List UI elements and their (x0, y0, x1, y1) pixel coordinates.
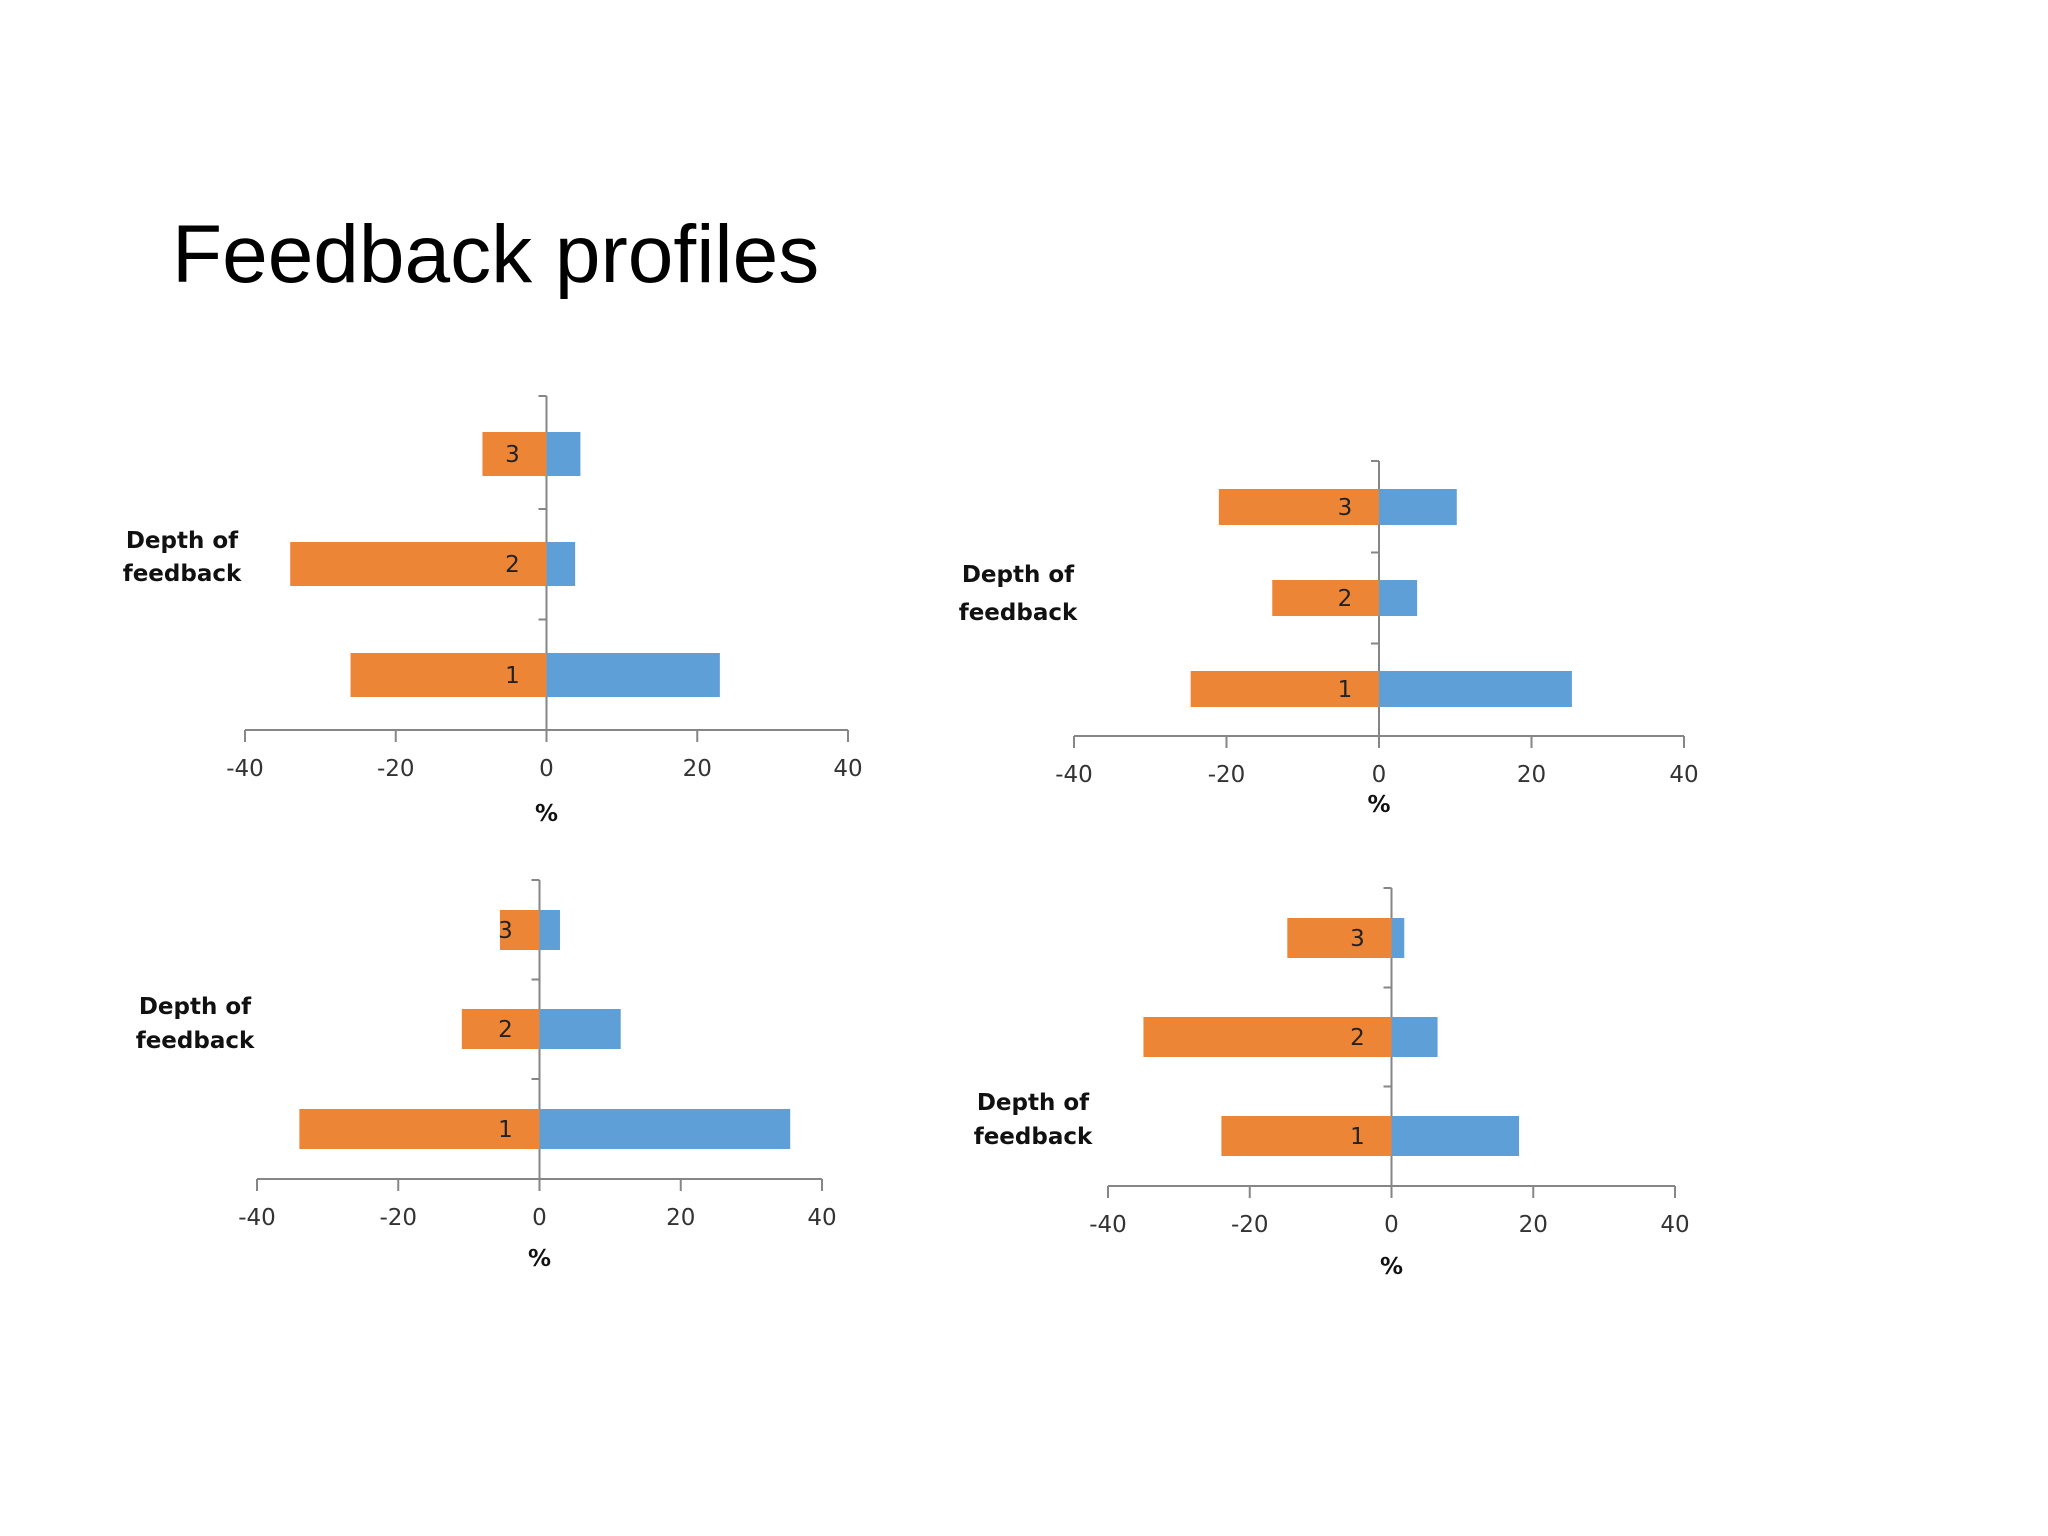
y-axis-title: Depth of feedback (959, 562, 1078, 626)
bar-positive (1391, 1116, 1520, 1156)
category-label: 3 (1350, 926, 1365, 952)
x-tick-label: 0 (1384, 1212, 1399, 1238)
x-tick-label: 40 (807, 1205, 836, 1231)
bar-positive (539, 910, 560, 950)
y-axis-title: Depth of feedback (974, 1090, 1093, 1150)
category-label: 2 (505, 552, 520, 578)
bar-negative (1287, 918, 1392, 958)
x-tick-label: -20 (379, 1205, 417, 1231)
x-tick-label: -20 (377, 756, 415, 782)
x-tick-label: 0 (532, 1205, 547, 1231)
category-label: 2 (1338, 586, 1353, 612)
bar-negative (1190, 671, 1379, 707)
bar-positive (1379, 489, 1457, 525)
bar-negative (290, 542, 547, 586)
x-tick-label: 20 (1517, 762, 1546, 788)
x-axis-title: % (1380, 1254, 1403, 1280)
bar-negative (1143, 1017, 1392, 1057)
x-tick-label: 20 (666, 1205, 695, 1231)
slide-title: Feedback profiles (172, 209, 820, 300)
x-tick-label: -20 (1231, 1212, 1269, 1238)
bar-positive (1379, 671, 1572, 707)
x-tick-label: -20 (1208, 762, 1246, 788)
category-label: 3 (498, 918, 513, 944)
x-tick-label: 0 (1372, 762, 1387, 788)
bar-positive (546, 432, 581, 476)
bar-negative (299, 1109, 540, 1149)
x-tick-label: 40 (1669, 762, 1698, 788)
category-label: 3 (1338, 495, 1353, 521)
bar-positive (1391, 918, 1405, 958)
x-axis-title: % (535, 801, 558, 827)
y-axis-title: Depth of feedback (123, 528, 242, 587)
y-axis-title: Depth of feedback (136, 994, 255, 1054)
bar-positive (546, 653, 720, 697)
chart-4: -40 -20 0 20 40 1 2 3% Depth of feedback (974, 887, 1690, 1280)
category-label: 1 (1338, 677, 1353, 703)
bar-positive (546, 542, 576, 586)
x-axis-title: % (528, 1246, 551, 1272)
bar-positive (539, 1109, 791, 1149)
bar-positive (1379, 580, 1418, 616)
chart-2: -40 -20 0 20 40 1 2 3% Depth of feedback (959, 460, 1699, 818)
x-tick-label: 40 (1660, 1212, 1689, 1238)
x-tick-label: -40 (1055, 762, 1093, 788)
category-label: 1 (1350, 1124, 1365, 1150)
category-label: 2 (498, 1017, 513, 1043)
bar-positive (1391, 1017, 1438, 1057)
chart-3: -40 -20 0 20 40 1 2 3% Depth of feedback (136, 879, 837, 1272)
x-tick-label: 0 (539, 756, 554, 782)
bar-negative (350, 653, 547, 697)
x-tick-label: 40 (833, 756, 862, 782)
x-axis-title: % (1367, 792, 1390, 818)
bar-negative (499, 910, 540, 950)
bar-negative (482, 432, 547, 476)
category-label: 2 (1350, 1025, 1365, 1051)
x-tick-label: -40 (226, 756, 264, 782)
category-label: 1 (505, 663, 520, 689)
x-tick-label: -40 (1089, 1212, 1127, 1238)
bar-negative (1272, 580, 1379, 616)
x-tick-label: 20 (683, 756, 712, 782)
chart-1: -40 -20 0 20 40 1 2 3% Depth of feedback (123, 395, 863, 827)
x-tick-label: -40 (238, 1205, 276, 1231)
x-tick-label: 20 (1519, 1212, 1548, 1238)
bar-negative (461, 1009, 540, 1049)
category-label: 3 (505, 442, 520, 468)
bar-positive (539, 1009, 621, 1049)
category-label: 1 (498, 1117, 513, 1143)
bar-negative (1218, 489, 1379, 525)
bar-negative (1221, 1116, 1392, 1156)
